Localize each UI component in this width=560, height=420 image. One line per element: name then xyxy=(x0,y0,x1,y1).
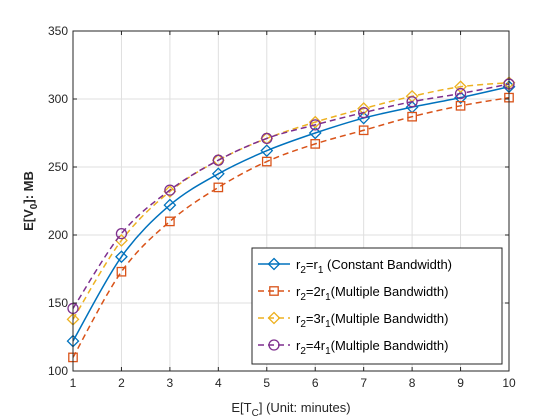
legend-label-part: =3r xyxy=(306,311,326,326)
data-point xyxy=(164,184,176,196)
series-4 xyxy=(67,78,515,315)
legend-label: r2=2r1(Multiple Bandwidth) xyxy=(296,284,448,303)
x-axis-label-rest: ] (Unit: minutes) xyxy=(259,400,351,415)
legend-item: r2=2r1(Multiple Bandwidth) xyxy=(258,284,448,303)
legend-label-part: 2 xyxy=(300,346,306,357)
legend-label-part: 1 xyxy=(325,346,331,357)
data-point xyxy=(116,266,127,277)
legend-marker xyxy=(267,257,281,271)
x-axis-label-main: E[T xyxy=(231,400,251,415)
y-tick-label: 150 xyxy=(48,296,68,310)
legend-label-part: (Multiple Bandwidth) xyxy=(331,284,449,299)
ticks: 1 2 3 4 5 6 7 8 9 10 100 150 200 250 300 350 xyxy=(48,24,516,390)
data-point xyxy=(163,185,177,198)
data-point xyxy=(358,106,370,119)
data-point xyxy=(261,156,272,167)
legend-label-part: =r xyxy=(306,257,319,272)
series-layer xyxy=(66,76,516,363)
legend-label-part: =4r xyxy=(306,338,326,353)
legend-box xyxy=(251,247,503,365)
data-point xyxy=(115,250,128,264)
legend-label: r2=4r1(Multiple Bandwidth) xyxy=(296,338,448,357)
data-point xyxy=(165,216,175,227)
data-point xyxy=(309,119,321,131)
legend-label: r2=r1 (Constant Bandwidth) xyxy=(296,257,452,276)
series-line xyxy=(72,96,510,358)
legend-label-part: =2r xyxy=(306,284,326,299)
plot-frame xyxy=(72,30,510,372)
legend-label-part: (Multiple Bandwidth) xyxy=(331,311,449,326)
x-tick-label: 10 xyxy=(502,376,516,390)
x-tick-label: 9 xyxy=(457,376,464,390)
legend-label-part: 1 xyxy=(325,319,331,330)
data-point xyxy=(358,125,369,136)
legend-marker xyxy=(267,311,281,325)
x-tick-label: 8 xyxy=(409,376,416,390)
y-tick-label: 250 xyxy=(48,160,68,174)
x-axis-label-sub: C xyxy=(252,408,259,419)
legend-label-part: 2 xyxy=(300,319,306,330)
x-tick-label: 3 xyxy=(167,376,174,390)
series-line xyxy=(72,83,510,309)
legend-item: r2=r1 (Constant Bandwidth) xyxy=(258,257,452,276)
data-point xyxy=(310,139,321,149)
y-axis-label-main: E[V xyxy=(21,209,36,231)
y-tick-label: 200 xyxy=(48,228,68,242)
y-axis-label-rest: ]: MB xyxy=(21,171,36,204)
data-point xyxy=(212,154,224,166)
series-2 xyxy=(68,92,514,363)
x-tick-label: 4 xyxy=(215,376,222,390)
legend-label-part: 1 xyxy=(325,292,331,303)
data-point xyxy=(308,115,322,129)
legend-item: r2=3r1(Multiple Bandwidth) xyxy=(258,311,448,330)
y-tick-label: 350 xyxy=(48,24,68,38)
legend-label-part: r xyxy=(296,311,301,326)
legend-label-part: 2 xyxy=(300,292,306,303)
legend-label-part: (Constant Bandwidth) xyxy=(323,257,452,272)
x-axis-label: E[TC] (Unit: minutes) xyxy=(231,400,350,419)
x-tick-label: 1 xyxy=(70,376,77,390)
legend-label-part: 2 xyxy=(300,265,306,276)
legend-label-part: 1 xyxy=(318,265,324,276)
legend-label: r2=3r1(Multiple Bandwidth) xyxy=(296,311,448,330)
legend-label-part: r xyxy=(296,338,301,353)
x-tick-label: 2 xyxy=(118,376,125,390)
legend-label-part: (Multiple Bandwidth) xyxy=(331,338,449,353)
data-point xyxy=(260,144,274,158)
x-tick-label: 7 xyxy=(360,376,367,390)
data-point xyxy=(357,102,371,115)
series-line xyxy=(72,86,510,342)
legend-item: r2=4r1(Multiple Bandwidth) xyxy=(258,338,448,357)
series-line xyxy=(72,81,510,320)
legend-marker xyxy=(268,339,280,351)
y-tick-label: 100 xyxy=(48,364,68,378)
data-point xyxy=(308,126,322,140)
data-point xyxy=(213,182,224,193)
x-tick-label: 5 xyxy=(263,376,270,390)
data-point xyxy=(455,100,466,111)
data-point xyxy=(261,132,273,145)
legend: r2=r1 (Constant Bandwidth)r2=2r1(Multipl… xyxy=(251,247,503,365)
y-axis-label-sub: 0 xyxy=(29,203,40,209)
y-axis-label: E[V0]: MB xyxy=(21,171,40,231)
data-point xyxy=(407,111,417,122)
data-point xyxy=(211,167,225,181)
data-point xyxy=(454,91,467,105)
legend-label-part: r xyxy=(296,284,301,299)
x-tick-label: 6 xyxy=(312,376,319,390)
y-tick-label: 300 xyxy=(48,92,68,106)
data-point xyxy=(406,96,418,108)
data-point xyxy=(115,227,128,240)
data-point xyxy=(163,198,177,212)
legend-marker xyxy=(269,286,279,296)
legend-label-part: r xyxy=(296,257,301,272)
data-point xyxy=(454,87,467,100)
data-point xyxy=(454,80,467,94)
